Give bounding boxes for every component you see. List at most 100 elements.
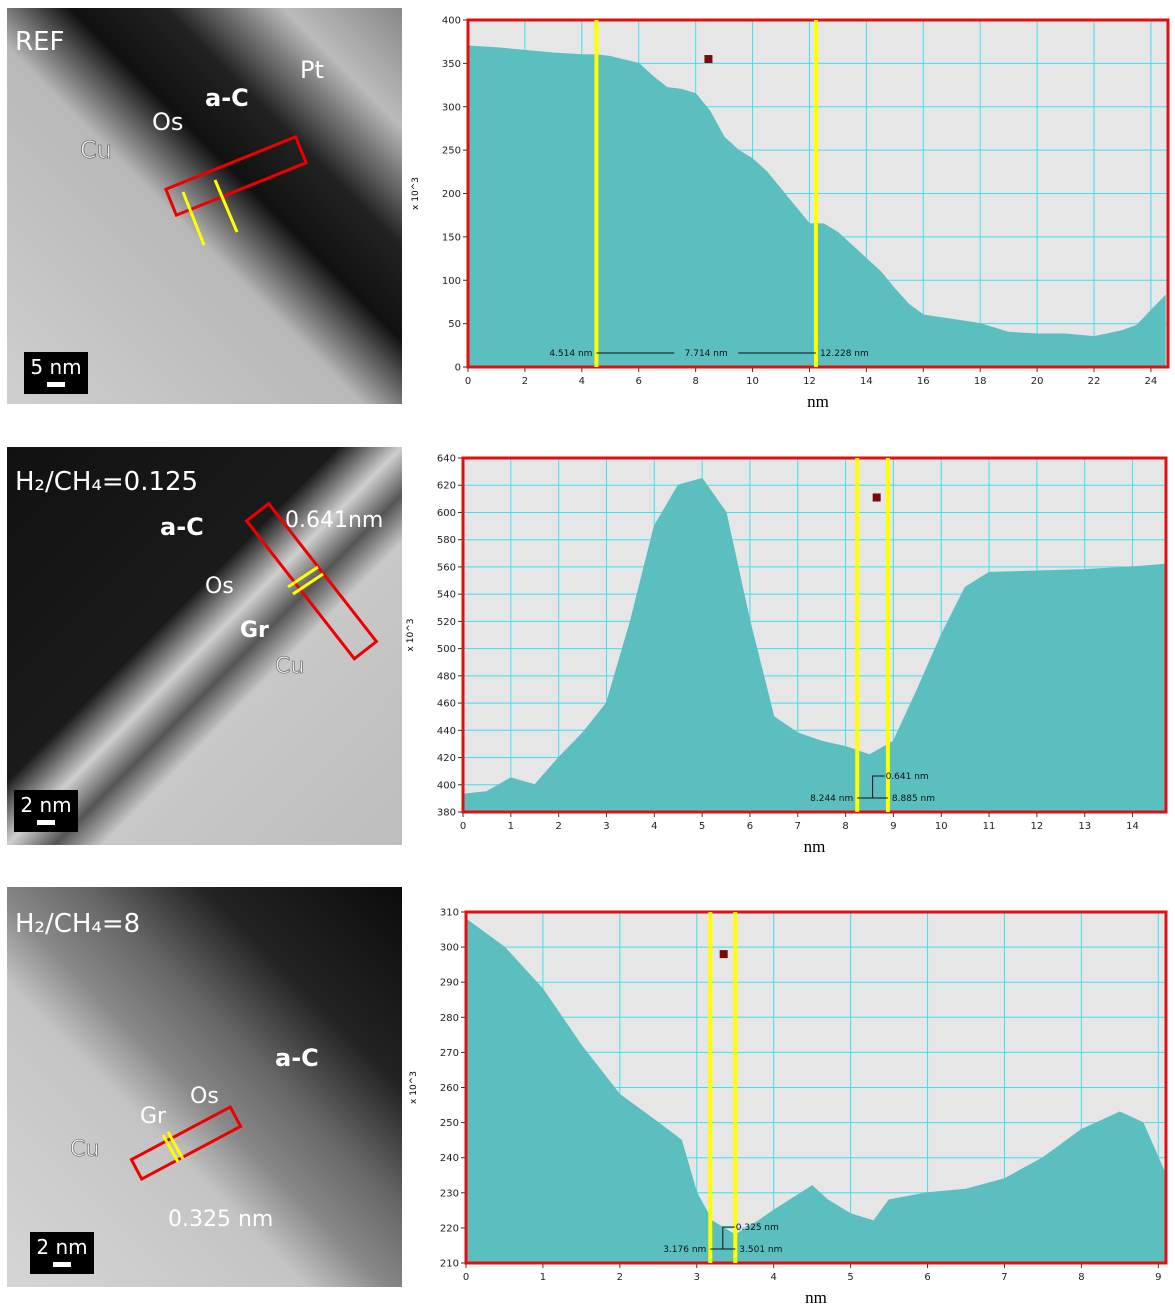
x-tick-label: 2 — [522, 376, 528, 387]
y-tick-label: 350 — [442, 59, 461, 70]
x-tick-label: 9 — [1155, 1272, 1161, 1283]
y-tick-label: 210 — [440, 1259, 459, 1270]
x-axis-label: nm — [804, 837, 826, 856]
y-tick-label: 500 — [437, 644, 456, 655]
cursor-label: 3.176 nm — [663, 1245, 706, 1255]
x-tick-label: 4 — [579, 376, 585, 387]
image-label: Cu — [70, 1137, 99, 1162]
image-label: REF — [15, 27, 64, 57]
image-label: Os — [190, 1084, 219, 1109]
x-tick-label: 20 — [1031, 376, 1044, 387]
cursor-marker — [720, 950, 728, 958]
x-tick-label: 2 — [555, 821, 561, 832]
image-label: 0.641nm — [285, 508, 383, 533]
cursor-marker — [704, 55, 712, 63]
y-tick-label: 260 — [440, 1083, 459, 1094]
y-axis-label: x 10^3 — [406, 619, 416, 652]
image-label: Os — [152, 108, 183, 136]
x-tick-label: 24 — [1145, 376, 1158, 387]
x-tick-label: 8 — [692, 376, 698, 387]
x-tick-label: 11 — [983, 821, 996, 832]
tem-image — [7, 8, 402, 404]
x-tick-label: 10 — [935, 821, 948, 832]
x-tick-label: 8 — [842, 821, 848, 832]
y-tick-label: 250 — [440, 1118, 459, 1129]
image-label: Gr — [240, 618, 269, 643]
scale-bar — [53, 1262, 71, 1267]
y-tick-label: 460 — [437, 699, 456, 710]
x-tick-label: 3 — [694, 1272, 700, 1283]
y-tick-label: 480 — [437, 671, 456, 682]
x-tick-label: 8 — [1078, 1272, 1084, 1283]
image-label: a-C — [205, 84, 249, 112]
scale-bar — [37, 820, 55, 825]
cursor-label: 8.244 nm — [810, 794, 853, 804]
x-tick-label: 0 — [465, 376, 471, 387]
y-tick-label: 540 — [437, 590, 456, 601]
cursor-label: 12.228 nm — [820, 349, 869, 359]
y-tick-label: 250 — [442, 146, 461, 157]
x-axis-label: nm — [805, 1288, 827, 1307]
y-tick-label: 380 — [437, 808, 456, 819]
x-tick-label: 2 — [617, 1272, 623, 1283]
y-tick-label: 280 — [440, 1013, 459, 1024]
figure: REF Os a-C Pt Cu 5 nm H₂/CH₄=0.125 a-C 0.641nm Os… — [0, 0, 1175, 1315]
x-tick-label: 1 — [508, 821, 514, 832]
y-tick-label: 200 — [442, 189, 461, 200]
x-tick-label: 1 — [540, 1272, 546, 1283]
y-tick-label: 240 — [440, 1153, 459, 1164]
x-tick-label: 10 — [746, 376, 759, 387]
scale-bar-label: 5 nm — [30, 355, 81, 379]
y-tick-label: 300 — [440, 943, 459, 954]
cursor-label: 8.885 nm — [892, 794, 935, 804]
image-label: Gr — [140, 1104, 167, 1129]
distance-label: 0.325 nm — [736, 1223, 779, 1233]
x-tick-label: 14 — [1126, 821, 1139, 832]
image-label: H₂/CH₄=8 — [15, 909, 140, 939]
x-tick-label: 9 — [890, 821, 896, 832]
x-tick-label: 6 — [747, 821, 753, 832]
cursor-label: 4.514 nm — [549, 349, 592, 359]
x-tick-label: 4 — [771, 1272, 777, 1283]
x-tick-label: 5 — [847, 1272, 853, 1283]
x-tick-label: 4 — [651, 821, 657, 832]
scale-bar-label: 2 nm — [36, 1235, 87, 1259]
image-label: H₂/CH₄=0.125 — [15, 467, 198, 497]
x-tick-label: 6 — [924, 1272, 930, 1283]
y-tick-label: 220 — [440, 1223, 459, 1234]
x-tick-label: 6 — [636, 376, 642, 387]
y-tick-label: 0 — [455, 363, 461, 374]
cursor-marker — [873, 493, 881, 501]
x-tick-label: 3 — [603, 821, 609, 832]
y-tick-label: 440 — [437, 726, 456, 737]
y-tick-label: 270 — [440, 1048, 459, 1059]
cursor-label: 3.501 nm — [739, 1245, 782, 1255]
x-tick-label: 18 — [974, 376, 987, 387]
image-label: Pt — [300, 56, 324, 84]
y-tick-label: 420 — [437, 753, 456, 764]
x-tick-label: 12 — [803, 376, 816, 387]
y-tick-label: 150 — [442, 232, 461, 243]
image-label: 0.325 nm — [168, 1207, 273, 1232]
page: REF Os a-C Pt Cu 5 nm H₂/CH₄=0.125 a-C 0.641nm Os… — [0, 0, 1175, 1315]
y-tick-label: 580 — [437, 535, 456, 546]
y-tick-label: 400 — [442, 16, 461, 27]
x-tick-label: 22 — [1088, 376, 1101, 387]
y-tick-label: 100 — [442, 276, 461, 287]
image-label: a-C — [160, 513, 204, 541]
x-tick-label: 0 — [463, 1272, 469, 1283]
image-label: Cu — [275, 654, 304, 679]
y-tick-label: 230 — [440, 1188, 459, 1199]
y-tick-label: 600 — [437, 508, 456, 519]
y-tick-label: 640 — [437, 454, 456, 465]
x-tick-label: 13 — [1078, 821, 1091, 832]
y-tick-label: 290 — [440, 978, 459, 989]
x-tick-label: 7 — [795, 821, 801, 832]
y-axis-label: x 10^3 — [409, 1071, 419, 1104]
image-label: a-C — [275, 1044, 319, 1072]
y-tick-label: 400 — [437, 780, 456, 791]
y-tick-label: 50 — [448, 319, 461, 330]
x-axis-label: nm — [807, 392, 829, 411]
y-tick-label: 620 — [437, 481, 456, 492]
scale-bar-label: 2 nm — [20, 793, 71, 817]
